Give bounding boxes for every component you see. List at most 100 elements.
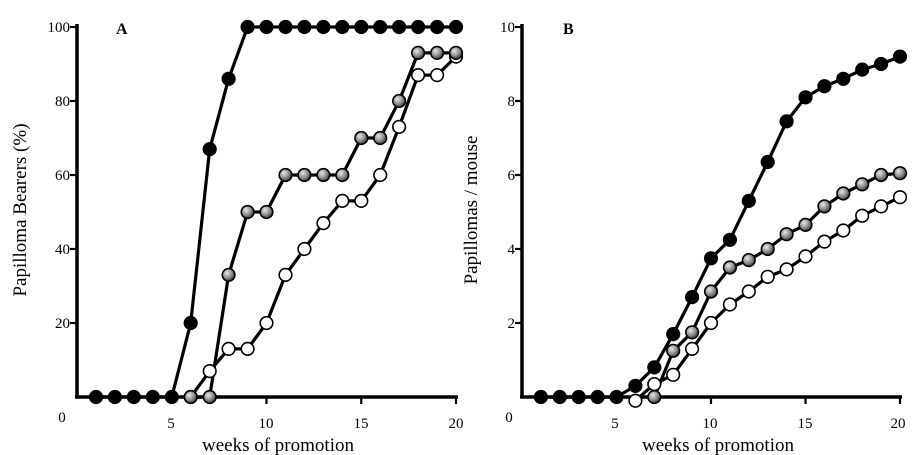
panel-a-series-open-white-point (354, 193, 369, 208)
panel-b-series-filled-black-point (571, 389, 586, 405)
panel-b-series-filled-gray-point (798, 217, 813, 232)
panel-b-y-axis-title: Papillomas / mouse (461, 136, 482, 285)
panel-a-series-filled-black-point (448, 19, 464, 35)
panel-b-series-open-white-point (817, 234, 832, 249)
panel-b-series-filled-black-point (892, 49, 908, 64)
panel-b-series-filled-black-point (647, 360, 662, 375)
panel-b-series-filled-gray-point (892, 166, 908, 181)
panel-a-series-filled-gray-point (221, 267, 236, 283)
panel-a-x-tick-15: 15 (354, 416, 369, 432)
panel-a-series-filled-black-point (107, 389, 122, 405)
panel-a-series-filled-black-point (88, 389, 104, 405)
panel-a-y-tick-80: 80 (55, 94, 70, 110)
panel-a-series-filled-black-point (202, 142, 217, 157)
panel-b-series-filled-black-point (779, 114, 794, 129)
panel-a-series-filled-black-point (221, 71, 236, 86)
panel-a-series-filled-black-point (297, 19, 312, 35)
panel-b-series-filled-black-point (817, 79, 832, 94)
panel-a-x-tick-5: 5 (167, 416, 175, 432)
panel-b-y-tick-4: 4 (508, 242, 516, 258)
panel-a-series-open-white-point (316, 216, 331, 231)
panel-a-series-open-white-point (392, 119, 407, 134)
panel-a-series-filled-gray-point (278, 167, 293, 183)
panel-b-series-filled-gray-point (836, 186, 851, 201)
panel-a-series-filled-black-point (316, 19, 331, 35)
panel-a-series-filled-black-point (145, 389, 160, 405)
panel-a-x-tick-0: 0 (58, 410, 66, 426)
panel-b-x-tick-15: 15 (798, 416, 813, 432)
panel-a-series-open-white-point (430, 67, 445, 83)
panel-b-series-filled-black-point (552, 389, 567, 405)
panel-b-series-filled-black-point (722, 232, 738, 247)
panel-a-y-tick-60: 60 (55, 168, 70, 184)
panel-b-y-tick-8: 8 (508, 94, 516, 110)
panel-b-series-filled-black-point (798, 90, 813, 105)
panel-b-series-filled-black-point (666, 327, 681, 342)
panel-b-series-filled-black-point (703, 251, 719, 266)
panel-a: A Papilloma Bearers (%) weeks of promoti… (10, 19, 464, 455)
panel-a-y-tick-20: 20 (55, 316, 70, 332)
panel-a-series-open-white-point (278, 267, 293, 283)
panel-a-series-filled-black-point (430, 19, 445, 35)
panel-b-series-open-white-point (855, 208, 870, 223)
panel-b-series-filled-black-point (609, 389, 624, 405)
panel-b-y-tick-6: 6 (508, 168, 516, 184)
panel-a-series-open-white-point (221, 341, 236, 357)
panel-a-series-open-white-point (240, 341, 255, 357)
panel-a-x-tick-10: 10 (259, 416, 274, 432)
panel-a-y-axis-title: Papilloma Bearers (%) (10, 123, 31, 296)
panel-b-series-open-white-point (892, 190, 908, 205)
panel-a-series-filled-gray-point (316, 167, 331, 183)
panel-a-series-filled-black-line (96, 25, 456, 399)
panel-a-x-axis-title: weeks of promotion (202, 435, 354, 455)
panel-b: B Papillomas / mouse weeks of promotion … (461, 20, 908, 455)
panel-a-series-open-white-point (259, 315, 274, 331)
panel-b-series-filled-gray-point (703, 284, 719, 299)
panel-a-series-filled-gray-point (392, 93, 407, 109)
panel-a-series-filled-black-point (240, 19, 255, 35)
panel-b-series-filled-black-point (873, 56, 889, 72)
panel-b-series-open-white-point (628, 393, 643, 408)
panel-b-series-filled-gray-point (779, 227, 794, 242)
panel-b-series-filled-black-point (855, 62, 870, 77)
panel-a-series-filled-gray-point (240, 204, 255, 220)
panel-a-series-open-white-point (202, 364, 217, 379)
panel-b-series-filled-black-point (533, 389, 549, 405)
panel-b-series-open-white-point (666, 367, 681, 382)
panel-a-series-filled-gray-point (448, 45, 464, 61)
panel-b-series-filled-gray-point (873, 167, 889, 183)
panel-b-series-filled-gray-point (817, 199, 832, 214)
panel-a-series-filled-gray-point (297, 167, 312, 183)
panel-b-series-filled-gray-point (855, 177, 870, 192)
panel-b-series-filled-black-point (628, 378, 643, 394)
panel-b-series-filled-gray-point (760, 241, 775, 257)
panel-b-letter: B (563, 21, 574, 38)
panel-b-series-filled-gray-point (647, 389, 662, 405)
panel-b-series-filled-black-point (684, 290, 700, 305)
panel-a-series-filled-black-point (335, 19, 350, 35)
panel-a-series-filled-black-point (164, 389, 179, 405)
panel-a-x-tick-20: 20 (449, 416, 464, 432)
panel-a-series-open-white-point (297, 241, 312, 257)
panel-b-x-tick-20: 20 (891, 416, 906, 432)
panel-a-series-filled-black-point (373, 19, 388, 35)
panel-b-series-filled-gray-line (652, 171, 901, 398)
panel-a-series-filled-black-point (411, 19, 426, 35)
panel-a-series-filled-gray-point (411, 45, 426, 61)
panel-b-y-tick-10: 10 (500, 20, 515, 36)
panel-b-x-axis-title: weeks of promotion (642, 435, 794, 455)
panel-a-series-filled-black-point (392, 19, 407, 35)
panel-b-series-open-white-point (873, 199, 889, 214)
panel-a-series-filled-black-point (278, 19, 293, 35)
panel-b-x-tick-10: 10 (703, 416, 718, 432)
panel-b-series-open-white-point (798, 249, 813, 264)
panel-b-series-filled-black-point (836, 71, 851, 86)
panel-b-series-filled-black-point (590, 389, 605, 405)
panel-b-series-filled-gray-point (666, 343, 681, 358)
panel-b-x-tick-0: 0 (505, 410, 513, 426)
panel-a-series-filled-gray-point (373, 130, 388, 146)
panel-a-series-filled-gray-point (259, 204, 274, 220)
panel-b-x-tick-5: 5 (611, 416, 619, 432)
panel-b-series-open-white-point (722, 297, 738, 312)
panel-a-series-filled-black-point (183, 315, 198, 331)
